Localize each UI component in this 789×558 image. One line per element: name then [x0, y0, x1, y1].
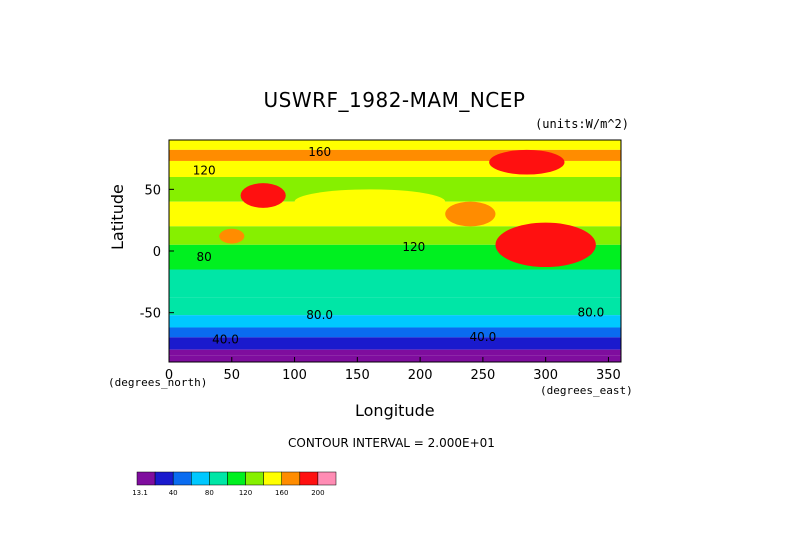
- x-tick-label: 0: [165, 368, 173, 383]
- lat-band: [169, 315, 621, 328]
- field-patch: [489, 149, 565, 175]
- y-tick-label: 0: [153, 245, 161, 260]
- x-tick-label: 150: [345, 368, 370, 383]
- colorbar-label: 160: [275, 489, 288, 497]
- x-tick-label: 100: [282, 368, 307, 383]
- colorbar-swatch: [209, 471, 228, 486]
- contour-label: 160: [308, 145, 331, 159]
- contour-label: 80: [197, 250, 212, 264]
- contour-label: 40.0: [470, 330, 497, 344]
- colorbar-swatch: [245, 471, 264, 486]
- y-tick-label: -50: [140, 307, 161, 322]
- x-tick-label: 200: [408, 368, 433, 383]
- x-unit-left: (degrees_north): [108, 376, 208, 389]
- y-tick-label: 50: [144, 183, 161, 198]
- x-tick-label: 350: [596, 368, 621, 383]
- contour-label: 40.0: [212, 333, 239, 347]
- contour-field: [169, 140, 621, 362]
- lat-band: [169, 355, 621, 362]
- lat-band: [169, 327, 621, 338]
- x-tick-label: 250: [470, 368, 495, 383]
- contour-label: 120: [402, 240, 425, 254]
- units-label: (units:W/m^2): [535, 117, 629, 131]
- field-patch: [240, 183, 286, 208]
- lat-band: [169, 149, 621, 161]
- colorbar-swatch: [154, 471, 174, 486]
- colorbar-swatch: [263, 471, 282, 486]
- colorbar-swatch: [172, 471, 192, 486]
- colorbar-swatch: [227, 471, 246, 486]
- contour-label: 80.0: [578, 305, 605, 319]
- x-axis: 0 50 100 150 200 250 300 350: [165, 357, 621, 383]
- field-patch: [495, 222, 596, 268]
- colorbar-label: 200: [311, 489, 324, 497]
- lat-band: [169, 297, 621, 316]
- x-unit-right: (degrees_east): [540, 384, 633, 397]
- colorbar-swatch: [317, 471, 337, 486]
- contour-interval-label: CONTOUR INTERVAL = 2.000E+01: [288, 436, 495, 450]
- colorbar: 13.1 40 80 120 160 200: [132, 471, 337, 497]
- colorbar-swatch: [191, 471, 210, 486]
- colorbar-label: 13.1: [132, 489, 148, 497]
- contour-labels: 160 120 120 80 80.0 80.0 40.0 40.0: [193, 145, 605, 346]
- x-axis-label: Longitude: [355, 401, 435, 420]
- lat-band: [169, 337, 621, 350]
- contour-label: 120: [193, 164, 216, 178]
- field-patch: [294, 189, 446, 215]
- field-patch: [219, 228, 245, 244]
- colorbar-swatch: [136, 471, 156, 486]
- colorbar-label: 40: [169, 489, 178, 497]
- colorbar-label: 120: [239, 489, 252, 497]
- colorbar-swatch: [299, 471, 319, 486]
- field-patch: [445, 201, 496, 227]
- colorbar-swatch: [281, 471, 301, 486]
- colorbar-label: 80: [205, 489, 214, 497]
- chart-title: USWRF_1982-MAM_NCEP: [263, 88, 526, 112]
- x-tick-label: 300: [533, 368, 558, 383]
- lat-band: [169, 140, 621, 150]
- lat-band: [169, 269, 621, 298]
- x-tick-label: 50: [224, 368, 241, 383]
- contour-label: 80.0: [306, 308, 333, 322]
- y-axis: -50 0 50: [140, 183, 174, 322]
- lat-band: [169, 349, 621, 356]
